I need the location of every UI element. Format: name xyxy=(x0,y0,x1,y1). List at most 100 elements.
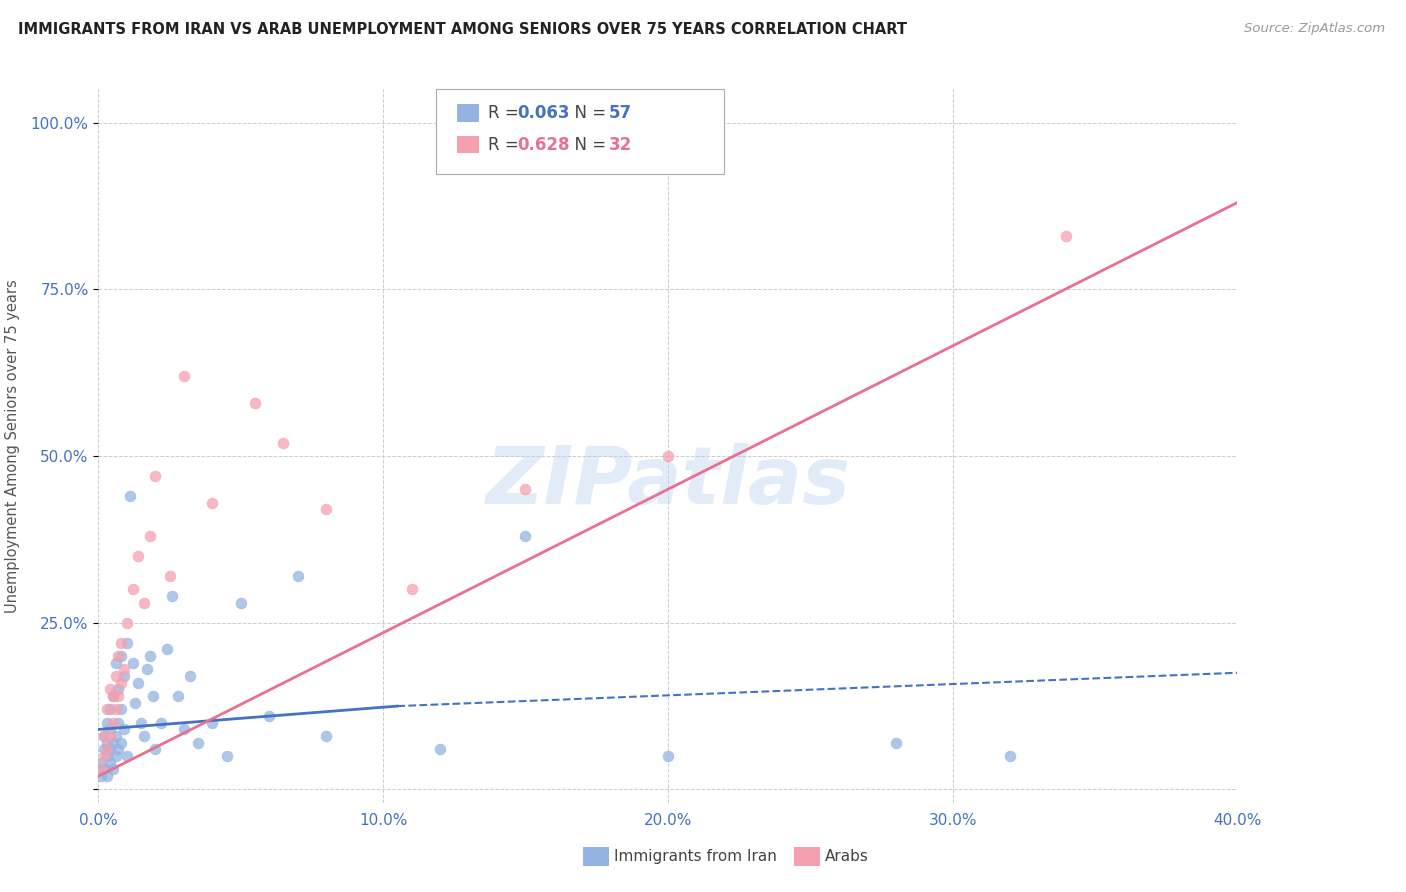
Point xyxy=(107,742,129,756)
Point xyxy=(998,749,1021,764)
Text: Source: ZipAtlas.com: Source: ZipAtlas.com xyxy=(1244,22,1385,36)
Text: R =: R = xyxy=(488,136,524,153)
Point xyxy=(515,483,537,497)
Point xyxy=(90,769,112,783)
Point xyxy=(107,715,129,730)
Text: Arabs: Arabs xyxy=(825,849,869,863)
Point xyxy=(90,756,112,770)
Point xyxy=(96,715,118,730)
Point xyxy=(107,682,129,697)
Point xyxy=(657,449,679,463)
Point xyxy=(104,749,127,764)
Point xyxy=(101,689,124,703)
Point xyxy=(110,636,132,650)
Point xyxy=(96,769,118,783)
Point xyxy=(98,682,121,697)
Point xyxy=(101,736,124,750)
Point xyxy=(124,696,146,710)
Point xyxy=(98,723,121,737)
Point xyxy=(93,749,115,764)
Point xyxy=(159,569,181,583)
Point xyxy=(401,582,423,597)
Point xyxy=(115,749,138,764)
Point xyxy=(104,656,127,670)
Point xyxy=(150,715,173,730)
Point xyxy=(118,489,141,503)
Point xyxy=(107,649,129,664)
Point xyxy=(93,729,115,743)
Point xyxy=(187,736,209,750)
Text: 0.628: 0.628 xyxy=(517,136,569,153)
Point xyxy=(179,669,201,683)
Point xyxy=(112,662,135,676)
Point xyxy=(215,749,238,764)
Point xyxy=(259,709,281,723)
Point xyxy=(229,596,252,610)
Point xyxy=(515,529,537,543)
Point xyxy=(104,729,127,743)
Point xyxy=(138,649,160,664)
Point xyxy=(110,736,132,750)
Point xyxy=(127,549,149,563)
Point xyxy=(884,736,907,750)
Point xyxy=(93,742,115,756)
Point xyxy=(115,636,138,650)
Point xyxy=(110,675,132,690)
Point xyxy=(110,702,132,716)
Point xyxy=(104,669,127,683)
Point xyxy=(201,715,224,730)
Point xyxy=(93,763,115,777)
Point xyxy=(101,715,124,730)
Y-axis label: Unemployment Among Seniors over 75 years: Unemployment Among Seniors over 75 years xyxy=(4,279,20,613)
Text: IMMIGRANTS FROM IRAN VS ARAB UNEMPLOYMENT AMONG SENIORS OVER 75 YEARS CORRELATIO: IMMIGRANTS FROM IRAN VS ARAB UNEMPLOYMEN… xyxy=(18,22,907,37)
Point xyxy=(98,729,121,743)
Point xyxy=(129,715,152,730)
Point xyxy=(107,689,129,703)
Point xyxy=(315,502,337,516)
Text: Immigrants from Iran: Immigrants from Iran xyxy=(614,849,778,863)
Point xyxy=(132,596,155,610)
Point xyxy=(112,669,135,683)
Point xyxy=(104,702,127,716)
Point xyxy=(96,736,118,750)
Text: ZIPatlas: ZIPatlas xyxy=(485,442,851,521)
Text: 57: 57 xyxy=(609,104,631,122)
Point xyxy=(93,729,115,743)
Point xyxy=(90,763,112,777)
Point xyxy=(121,656,143,670)
Point xyxy=(162,589,184,603)
Text: 32: 32 xyxy=(609,136,633,153)
Point xyxy=(96,742,118,756)
Point xyxy=(96,749,118,764)
Point xyxy=(138,529,160,543)
Point xyxy=(98,742,121,756)
Point xyxy=(287,569,309,583)
Point xyxy=(96,702,118,716)
Point xyxy=(657,749,679,764)
Point xyxy=(101,763,124,777)
Point xyxy=(315,729,337,743)
Point xyxy=(1056,228,1078,243)
Point xyxy=(201,496,224,510)
Text: N =: N = xyxy=(564,104,612,122)
Point xyxy=(101,689,124,703)
Point xyxy=(145,469,167,483)
Text: R =: R = xyxy=(488,104,524,122)
Text: 0.063: 0.063 xyxy=(517,104,569,122)
Point xyxy=(141,689,163,703)
Point xyxy=(121,582,143,597)
Point xyxy=(167,689,190,703)
Point xyxy=(243,395,266,409)
Point xyxy=(98,756,121,770)
Point xyxy=(273,435,295,450)
Text: N =: N = xyxy=(564,136,612,153)
Point xyxy=(132,729,155,743)
Point xyxy=(173,723,195,737)
Point xyxy=(112,723,135,737)
Point xyxy=(156,642,179,657)
Point xyxy=(110,649,132,664)
Point xyxy=(429,742,451,756)
Point xyxy=(98,702,121,716)
Point xyxy=(173,368,195,383)
Point xyxy=(115,615,138,630)
